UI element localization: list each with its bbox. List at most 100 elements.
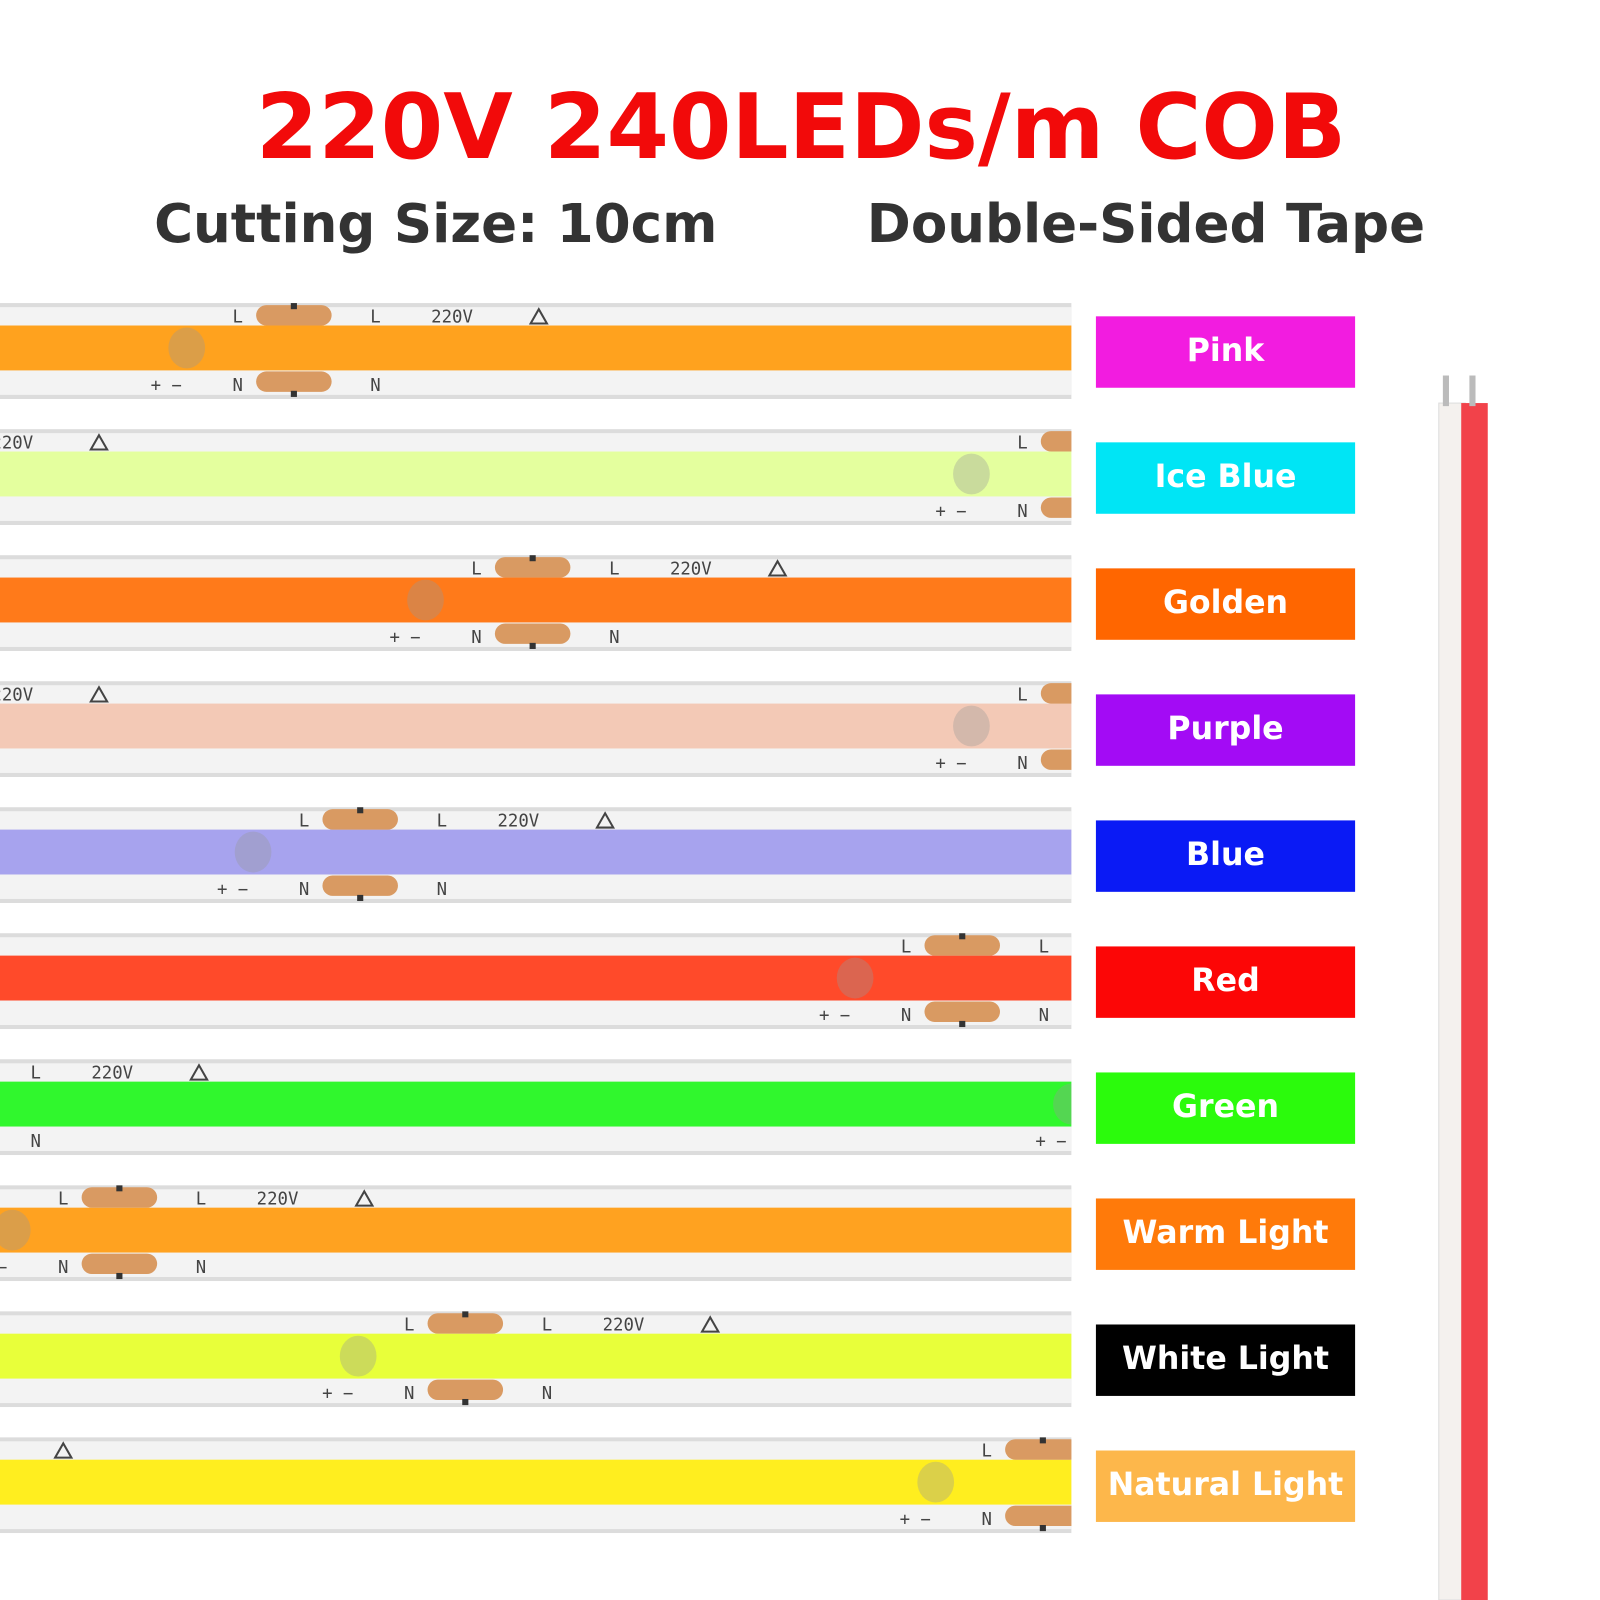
strip-marking: L (1039, 938, 1049, 958)
solder-pad (427, 1313, 504, 1334)
solder-pad (494, 557, 571, 578)
pad-dot (1341, 1185, 1347, 1191)
strip-marking: + − (217, 880, 248, 900)
pad-dot (1515, 391, 1521, 397)
color-label: Pink (1187, 333, 1266, 369)
warning-icon (528, 307, 549, 325)
wire-tip (1469, 375, 1476, 407)
color-label-box (1095, 820, 1356, 892)
color-label-box (1095, 946, 1356, 1018)
strip-marking: N (1420, 1258, 1430, 1278)
solder-pad (924, 1001, 1000, 1022)
solder-pad (427, 1379, 504, 1400)
pad-dot (462, 1398, 469, 1406)
strip-marking: N (233, 376, 243, 396)
solder-pad (1005, 1505, 1072, 1527)
strip-marking: 220V (0, 686, 33, 706)
pad-dot (116, 1272, 123, 1280)
strip-marking: N (609, 628, 619, 648)
strip-marking: N (437, 880, 447, 900)
color-label-box (1095, 442, 1356, 514)
pad-dot (357, 894, 364, 902)
strip-marking: + − (1547, 1384, 1578, 1404)
strip-marking: N (1039, 1006, 1049, 1026)
pad-dot (529, 555, 536, 562)
solder-pad (1481, 371, 1557, 391)
color-label-box (1095, 1450, 1356, 1522)
strip-marking: 220V (91, 1064, 133, 1084)
strip-marking: + − (0, 1258, 7, 1278)
pad-dot (1076, 681, 1082, 687)
pad-dot (1076, 769, 1082, 775)
strip-marking: N (299, 880, 309, 900)
strip-marking: + − (389, 628, 420, 648)
strip-marking: L (30, 1064, 40, 1084)
joint (0, 1209, 31, 1251)
cob-band (0, 451, 1072, 497)
color-label-box (1095, 316, 1356, 388)
joint (953, 705, 990, 747)
pad-dot (1341, 1273, 1347, 1279)
pad-dot (116, 1185, 123, 1192)
color-label: Purple (1167, 711, 1283, 747)
strip-marking: N (1595, 376, 1600, 396)
joint (1564, 1336, 1600, 1377)
pad-dot (1176, 1059, 1182, 1065)
joint (917, 1461, 955, 1503)
solder-pad (322, 809, 398, 830)
warning-icon (89, 685, 109, 703)
solder-pad (1040, 683, 1072, 704)
pad-dot (1076, 517, 1082, 523)
solder-pad (924, 935, 1000, 956)
solder-pad (1481, 305, 1557, 325)
strip-marking: + − (1035, 1132, 1066, 1152)
strip-marking: L (233, 307, 243, 327)
wire-red (1461, 403, 1488, 1600)
strip-marking: + − (935, 754, 966, 774)
color-label: Natural Light (1108, 1467, 1344, 1503)
solder-pad (256, 305, 332, 326)
cob-band (0, 1207, 1072, 1253)
strip-marking: 220V (670, 559, 712, 579)
color-label: Green (1172, 1089, 1279, 1125)
strip-marking: + − (1375, 376, 1406, 396)
joint (407, 579, 444, 621)
strip-marking: L (1420, 1190, 1430, 1210)
cob-band (0, 1081, 1072, 1127)
strip-marking: L (370, 307, 380, 327)
cob-band (0, 577, 1072, 623)
color-label: Ice Blue (1155, 459, 1297, 495)
pad-dot (357, 807, 364, 814)
strip-marking: + − (322, 1384, 353, 1404)
solder-pad (494, 623, 571, 644)
solder-pad (1040, 497, 1072, 518)
strip-marking: N (1017, 502, 1027, 522)
strip-marking: N (30, 1132, 40, 1152)
pad-dot (1076, 429, 1082, 435)
strip-marking: N (1523, 880, 1533, 900)
strip-marking: L (609, 559, 619, 579)
joint (339, 1335, 377, 1377)
pad-dot (959, 1020, 966, 1028)
strip-marking: L (471, 559, 481, 579)
warning-icon (1581, 1191, 1597, 1205)
strip-marking: L (1017, 686, 1027, 706)
strip-marking: + − (935, 502, 966, 522)
title: 220V 240LEDs/m COB (256, 76, 1346, 180)
strip-marking: L (1457, 307, 1467, 327)
pad-dot (1176, 1147, 1182, 1153)
solder-pad (1040, 749, 1072, 770)
solder-pad (1547, 809, 1600, 829)
strip-marking: + − (819, 1006, 850, 1026)
strip-marking: L (1017, 433, 1027, 453)
cob-band (0, 325, 1072, 371)
cob-band (0, 1459, 1072, 1505)
joint (168, 327, 206, 369)
pad-dot (1039, 1525, 1046, 1532)
